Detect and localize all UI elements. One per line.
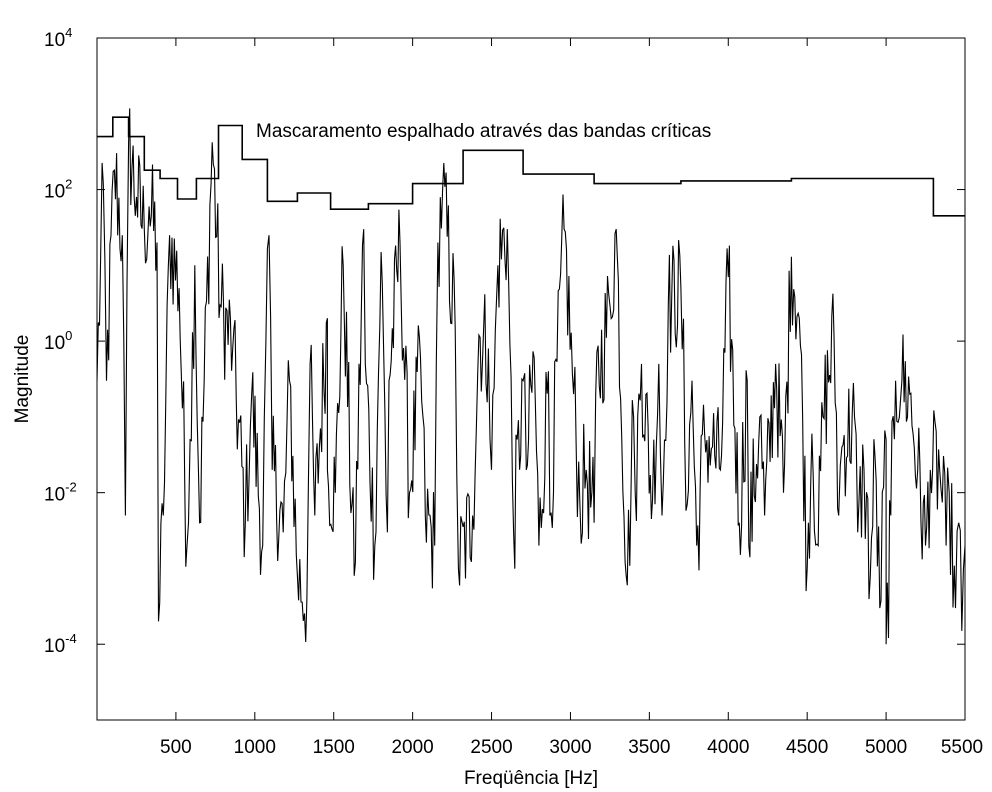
x-tick-label: 3500 [628, 737, 670, 758]
y-tick-label: 100 [44, 328, 72, 354]
y-tick-label: 104 [44, 25, 72, 51]
x-tick-label: 500 [160, 737, 192, 758]
y-tick-label: 10-2 [44, 480, 77, 506]
annotation: Mascaramento espalhado através das banda… [256, 121, 711, 142]
x-tick-label: 5500 [941, 737, 983, 758]
x-tick-label: 1000 [234, 737, 276, 758]
spectrum-line [97, 108, 965, 645]
masking-threshold-line [97, 116, 965, 217]
y-axis: 10-4 10-2 100 102 104 [44, 25, 965, 657]
x-axis-label: Freqüência [Hz] [464, 768, 598, 789]
x-tick-label: 4000 [707, 737, 749, 758]
y-tick-label: 10-4 [44, 631, 77, 657]
y-tick-label: 102 [44, 177, 72, 203]
x-tick-label: 1500 [313, 737, 355, 758]
x-tick-label: 4500 [786, 737, 828, 758]
x-tick-label: 2000 [391, 737, 433, 758]
x-tick-label: 2500 [470, 737, 512, 758]
series-layer [97, 108, 965, 645]
x-tick-label: 3000 [549, 737, 591, 758]
y-axis-label: Magnitude [12, 335, 33, 424]
x-axis: 500 1000 1500 2000 2500 3000 3500 4000 4500 5000 5… [160, 38, 983, 758]
x-tick-label: 5000 [865, 737, 907, 758]
